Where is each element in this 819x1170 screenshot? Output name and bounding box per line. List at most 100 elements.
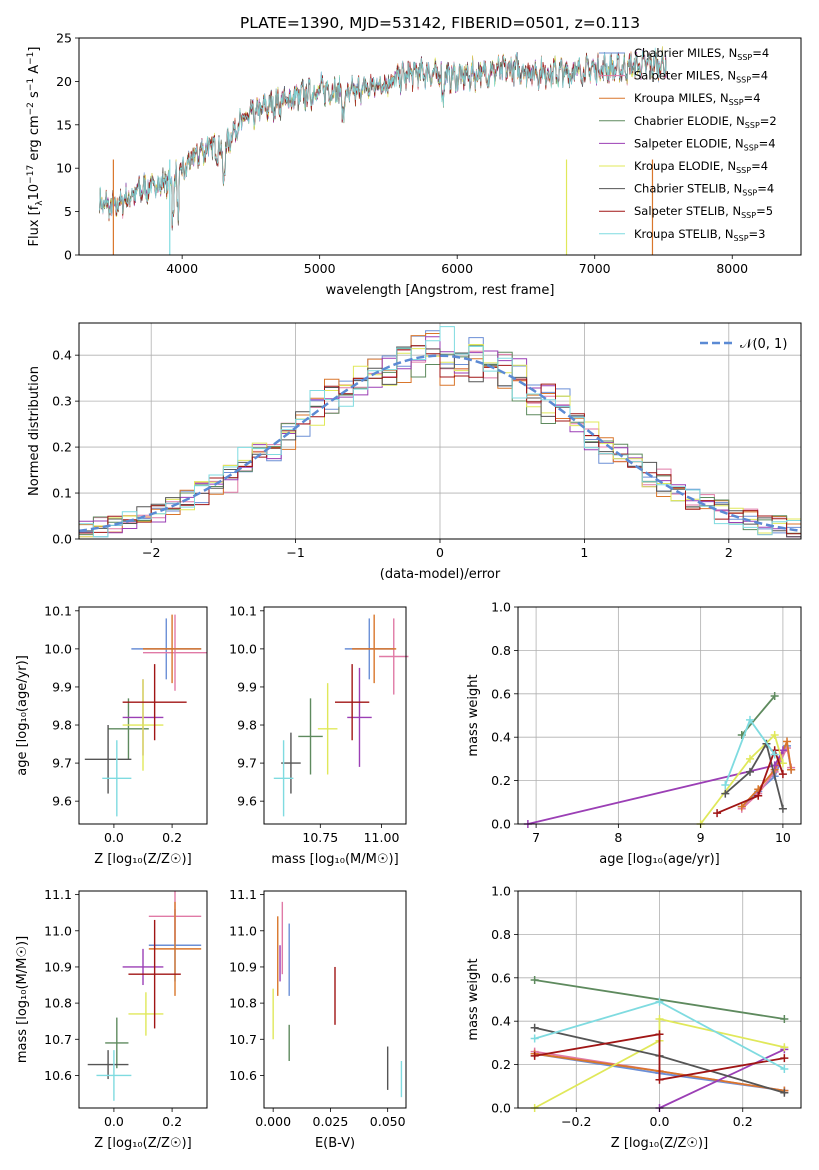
y-tick-label: 0.0 — [491, 1101, 511, 1116]
x-tick-label: 5000 — [304, 261, 336, 276]
y-tick-label: 11.1 — [229, 887, 257, 902]
legend-entry-part: SSP — [734, 234, 749, 243]
weight-series-marker — [721, 780, 730, 789]
legend-entry-part: 4 — [762, 46, 769, 60]
legend-entry-part: SSP — [736, 166, 751, 175]
weight-series-line — [716, 747, 784, 814]
axes-frame — [517, 606, 802, 825]
y-axis-label: mass [log₁₀(M/M☉)] — [15, 936, 30, 1063]
legend-entry-part: Chabrier MILES — [634, 46, 721, 60]
y-tick-label: 25 — [56, 31, 72, 46]
y-axis-label-part: erg cm — [27, 115, 42, 164]
weight-series-marker — [530, 975, 539, 984]
y-tick-label: 9.9 — [52, 679, 72, 694]
y-tick-label: 0.4 — [52, 348, 72, 363]
legend-entry-part: SSP — [729, 98, 744, 107]
x-tick-label: 4000 — [166, 261, 198, 276]
legend-entry-part: Salpeter ELODIE — [634, 136, 728, 150]
y-tick-label: 9.9 — [237, 679, 257, 694]
y-tick-label: 9.7 — [237, 756, 257, 771]
x-axis-label: wavelength [Angstrom, rest frame] — [326, 283, 555, 298]
x-tick-label: 2 — [725, 545, 733, 560]
y-tick-label: 0.0 — [52, 532, 72, 547]
weight-series-marker — [655, 1075, 664, 1084]
y-tick-label: 10.9 — [229, 959, 257, 974]
legend-entry-part: Salpeter STELIB — [634, 204, 725, 218]
legend-entry-part: , N — [729, 114, 745, 128]
legend-entry-part: , N — [720, 69, 736, 83]
y-axis-label-part: −2 — [26, 102, 36, 115]
x-tick-label: 0.0 — [104, 830, 124, 845]
weight-series-line — [659, 1048, 785, 1109]
y-axis-label-part: −1 — [26, 52, 36, 65]
weight-series-line — [534, 1017, 785, 1109]
y-tick-label: 10.1 — [229, 603, 257, 618]
y-tick-label: 0.2 — [491, 773, 511, 788]
x-tick-label: 10.75 — [302, 830, 338, 845]
y-tick-label: 15 — [56, 117, 72, 132]
legend-entry: 𝒩(0, 1) — [740, 337, 787, 352]
weight-series-marker — [745, 754, 754, 763]
y-tick-label: 0.0 — [491, 817, 511, 832]
legend-entry-part: Kroupa STELIB — [634, 227, 718, 241]
x-tick-label: 7000 — [579, 261, 611, 276]
x-tick-label: 8000 — [716, 261, 748, 276]
legend-entry: Salpeter MILES, NSSP=4 — [634, 69, 768, 85]
legend-entry-part: , N — [718, 227, 734, 241]
legend-entry-part: SSP — [742, 189, 757, 198]
legend-entry-part: 2 — [769, 114, 776, 128]
weight-series-line — [534, 1033, 785, 1081]
y-tick-label: 0.8 — [491, 927, 511, 942]
histogram-series — [79, 345, 801, 535]
x-tick-label: 0.0 — [650, 1114, 670, 1129]
weight-series-marker — [713, 809, 722, 818]
y-tick-label: 5 — [64, 204, 72, 219]
x-tick-label: 6000 — [441, 261, 473, 276]
legend-entry-part: 4 — [761, 69, 768, 83]
weight-series-marker — [770, 731, 779, 740]
legend-entry: Chabrier MILES, NSSP=4 — [634, 46, 769, 62]
legend-entry-part: = — [749, 227, 759, 241]
y-tick-label: 0 — [64, 248, 72, 263]
x-axis-label: Z [log₁₀(Z/Z☉)] — [611, 1136, 708, 1151]
histogram-series — [79, 336, 801, 538]
y-axis-label-part: −1 — [26, 78, 36, 91]
y-axis-label: mass weight — [466, 674, 481, 756]
y-axis-label: age [log₁₀(age/yr)] — [15, 655, 30, 776]
x-axis-label: Z [log₁₀(Z/Z☉)] — [94, 852, 191, 867]
y-tick-label: 0.3 — [52, 394, 72, 409]
axes-frame — [263, 606, 407, 825]
y-tick-label: 20 — [56, 74, 72, 89]
legend-entry-part: = — [760, 114, 770, 128]
legend-entry: Chabrier STELIB, NSSP=4 — [634, 182, 774, 198]
legend-entry-part: = — [752, 46, 762, 60]
weight-series-marker — [655, 1015, 664, 1024]
weight-series-marker — [745, 767, 754, 776]
legend-entry-part: SSP — [744, 143, 759, 152]
axes-frame — [78, 37, 802, 256]
y-axis-label-part: s — [27, 91, 42, 102]
x-tick-label: 0.2 — [162, 1114, 182, 1129]
y-axis-label-part: 10 — [27, 184, 42, 201]
y-tick-label: 10.6 — [229, 1068, 257, 1083]
x-tick-label: 10 — [775, 830, 791, 845]
y-tick-label: 10 — [56, 161, 72, 176]
legend-entry-part: Kroupa MILES — [634, 91, 713, 105]
weight-series-marker — [745, 715, 754, 724]
weight-series-marker — [787, 765, 796, 774]
legend-entry-part: , N — [726, 182, 742, 196]
weight-series-marker — [783, 737, 792, 746]
legend-entry-part: Kroupa ELODIE — [634, 159, 720, 173]
x-axis-label: age [log₁₀(age/yr)] — [599, 852, 720, 867]
legend-entry: Kroupa ELODIE, NSSP=4 — [634, 159, 768, 175]
legend-entry-part: 5 — [766, 204, 773, 218]
normal-curve — [78, 354, 802, 533]
weight-series-marker — [780, 1088, 789, 1097]
x-tick-label: 9 — [697, 830, 705, 845]
x-axis-label: (data-model)/error — [380, 567, 501, 582]
legend-entry-part: SSP — [736, 76, 751, 85]
y-tick-label: 11.1 — [44, 887, 72, 902]
y-tick-label: 10.0 — [44, 641, 72, 656]
y-tick-label: 10.7 — [44, 1032, 72, 1047]
legend-entry-part: Chabrier ELODIE — [634, 114, 729, 128]
